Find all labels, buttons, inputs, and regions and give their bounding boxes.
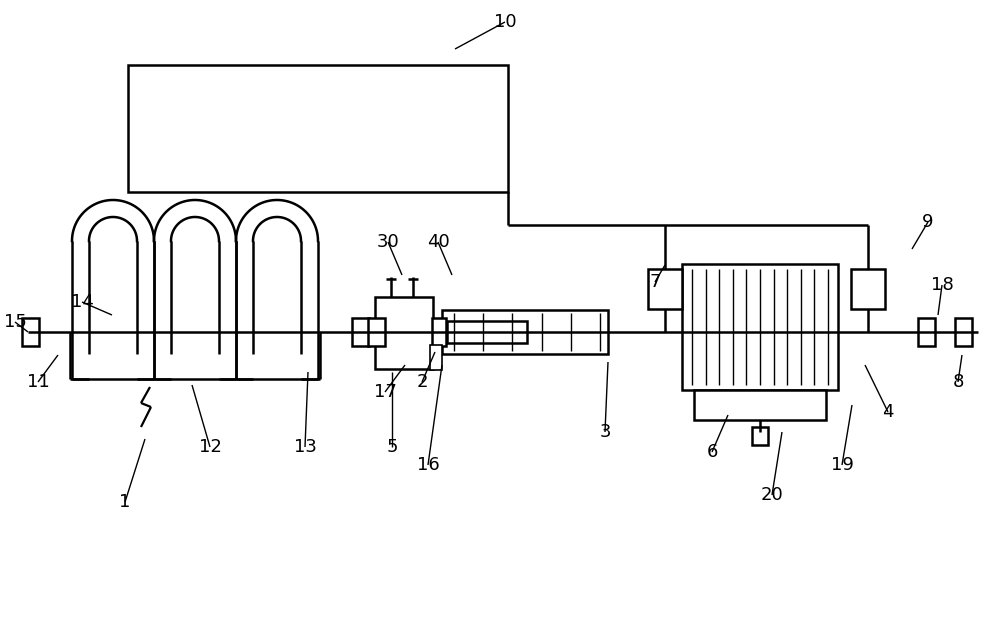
Bar (682, 264, 838, 390)
Text: 4: 4 (882, 403, 894, 421)
Bar (694, 390, 826, 420)
Bar (447, 321, 527, 343)
Bar (368, 318, 385, 346)
Text: 20: 20 (761, 486, 783, 504)
Bar (128, 65, 508, 192)
Text: 18: 18 (931, 276, 953, 294)
Text: 16: 16 (417, 456, 439, 474)
Text: 30: 30 (377, 233, 399, 251)
Bar (430, 345, 442, 370)
Text: 6: 6 (706, 443, 718, 461)
Bar (375, 297, 433, 369)
Text: 2: 2 (416, 373, 428, 391)
Text: 14: 14 (71, 293, 93, 311)
Text: 1: 1 (119, 493, 131, 511)
Text: 5: 5 (386, 438, 398, 456)
Bar (648, 269, 682, 309)
Text: 17: 17 (374, 383, 396, 401)
Text: 9: 9 (922, 213, 934, 231)
Bar (752, 427, 768, 445)
Text: 8: 8 (952, 373, 964, 391)
Bar (22, 318, 39, 346)
Text: 3: 3 (599, 423, 611, 441)
Text: 11: 11 (27, 373, 49, 391)
Text: 7: 7 (649, 273, 661, 291)
Bar (442, 310, 608, 354)
Text: 10: 10 (494, 13, 516, 31)
Text: 40: 40 (427, 233, 449, 251)
Text: 19: 19 (831, 456, 853, 474)
Text: 13: 13 (294, 438, 316, 456)
Bar (918, 318, 935, 346)
Bar (432, 318, 446, 346)
Text: 12: 12 (199, 438, 221, 456)
Bar (955, 318, 972, 346)
Text: 15: 15 (4, 313, 26, 331)
Bar (352, 318, 369, 346)
Bar (851, 269, 885, 309)
